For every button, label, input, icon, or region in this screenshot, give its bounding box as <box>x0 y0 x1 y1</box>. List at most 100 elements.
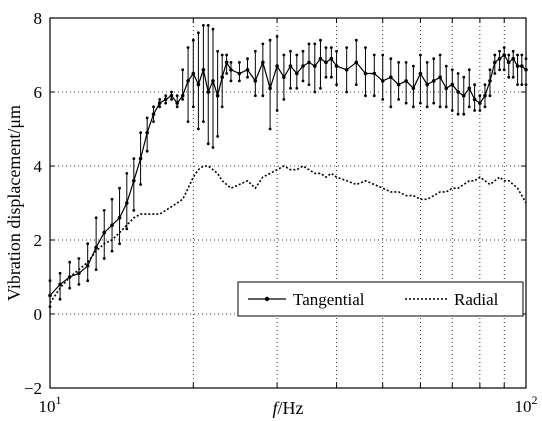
series-tangential-point <box>444 86 449 91</box>
series-tangential-point-min <box>86 279 90 283</box>
series-tangential-point-max <box>132 157 136 161</box>
series-tangential-point <box>215 93 220 98</box>
series-tangential-point-max <box>478 94 482 98</box>
series-tangential-point <box>515 64 520 68</box>
series-tangential-point-max <box>450 68 454 72</box>
series-tangential-point <box>151 112 156 116</box>
series-tangential-point <box>438 75 442 79</box>
series-tangential-point-min <box>354 83 358 86</box>
series-tangential-point-max <box>289 49 292 53</box>
series-tangential-point <box>206 90 211 94</box>
series-tangential-point-max <box>282 53 286 57</box>
series-tangential-point <box>324 60 328 65</box>
x-tick-label-base: 10 <box>515 397 532 416</box>
series-tangential-point-max <box>364 46 367 49</box>
series-tangential-point-min <box>253 94 257 98</box>
plot-area <box>48 24 528 308</box>
series-tangential-point-min <box>268 127 272 131</box>
legend-label-radial: Radial <box>454 290 499 309</box>
series-tangential-point-max <box>77 257 81 260</box>
series-tangential-point-min <box>419 101 422 105</box>
series-tangential-point <box>275 64 279 68</box>
series-tangential-point-max <box>152 105 155 109</box>
series-tangential-point-min <box>335 83 338 86</box>
series-tangential-point <box>102 230 107 235</box>
series-tangential-point-min <box>313 90 317 94</box>
series-tangential-point-max <box>191 38 195 42</box>
series-tangential-point-max <box>419 53 422 57</box>
series-tangential-point <box>396 82 401 87</box>
series-tangential-point-max <box>345 46 349 49</box>
series-tangential-point <box>220 75 224 79</box>
series-tangential-point-min <box>498 68 501 72</box>
series-tangential-point-min <box>102 257 106 260</box>
series-tangential-point <box>329 56 334 61</box>
x-tick-label: 102 <box>515 393 538 416</box>
series-tangential-point-min <box>295 86 299 90</box>
series-tangential-point-max <box>175 94 179 98</box>
series-tangential-point-min <box>77 283 81 286</box>
series-tangential-point-min <box>488 94 492 98</box>
series-tangential-point <box>461 93 466 98</box>
series-tangential-point-max <box>493 53 497 57</box>
series-tangential-point-min <box>307 83 311 86</box>
series-tangential-point-min <box>132 209 136 212</box>
series-tangential-point <box>497 56 502 61</box>
series-tangential-point <box>268 86 272 91</box>
x-tick-label: 101 <box>39 393 62 416</box>
series-tangential-point-min <box>229 79 233 83</box>
series-tangential-point <box>363 71 368 76</box>
series-tangential-point-max <box>498 49 501 53</box>
series-tangential-point <box>282 75 286 79</box>
series-tangential-line <box>49 54 527 296</box>
y-tick-label: 2 <box>34 231 43 250</box>
series-tangential-point <box>334 64 339 68</box>
series-tangential-point-min <box>152 120 155 123</box>
series-tangential-point <box>467 86 472 91</box>
series-tangential-point-min <box>502 68 506 72</box>
series-tangential-point-min <box>516 83 519 86</box>
series-tangential-point <box>478 101 482 105</box>
series-tangential-point <box>224 60 229 65</box>
series-tangential-point-min <box>238 79 241 83</box>
series-tangential-point-max <box>438 53 442 57</box>
series-tangential-point-min <box>58 297 62 301</box>
series-tangential-point-max <box>307 42 311 46</box>
series-tangential-point-min <box>261 94 265 98</box>
series-tangential-point <box>125 201 129 205</box>
series-tangential-point <box>175 101 179 105</box>
series-tangential-point <box>201 68 206 72</box>
series-tangential-point-min <box>411 105 415 109</box>
series-tangential-point-min <box>68 286 72 290</box>
series-tangential-point-max <box>125 172 129 175</box>
series-tangential-point-min <box>381 98 385 101</box>
series-tangential-point-min <box>94 268 98 271</box>
series-tangential-point-min <box>110 249 114 253</box>
series-tangential-point-max <box>238 61 241 64</box>
series-tangential-point-max <box>253 49 257 53</box>
series-tangential-point-max <box>354 38 358 42</box>
series-tangential-point-max <box>397 61 401 64</box>
series-tangential-point-min <box>246 75 249 79</box>
series-tangential-point-max <box>225 53 229 57</box>
series-tangential-point-max <box>335 49 338 53</box>
series-tangential-point-max <box>372 53 376 57</box>
series-tangential-point <box>506 60 511 65</box>
series-tangential-point-max <box>118 186 121 190</box>
series-tangential-point <box>488 79 492 83</box>
series-tangential-point-min <box>175 105 179 109</box>
series-tangential-point-min <box>478 109 482 112</box>
series-tangential-point-min <box>404 101 408 105</box>
y-tick-label: 0 <box>34 305 43 324</box>
series-tangential-point-max <box>425 61 429 64</box>
series-tangential-point-max <box>313 42 317 46</box>
series-tangential-point-max <box>507 53 511 57</box>
series-tangential-point-max <box>211 27 215 31</box>
series-tangential-point-max <box>181 68 185 72</box>
series-tangential-point <box>229 68 233 72</box>
series-tangential-point-min <box>467 105 471 109</box>
series-tangential-point <box>450 82 455 87</box>
series-tangential-point-min <box>319 86 322 90</box>
